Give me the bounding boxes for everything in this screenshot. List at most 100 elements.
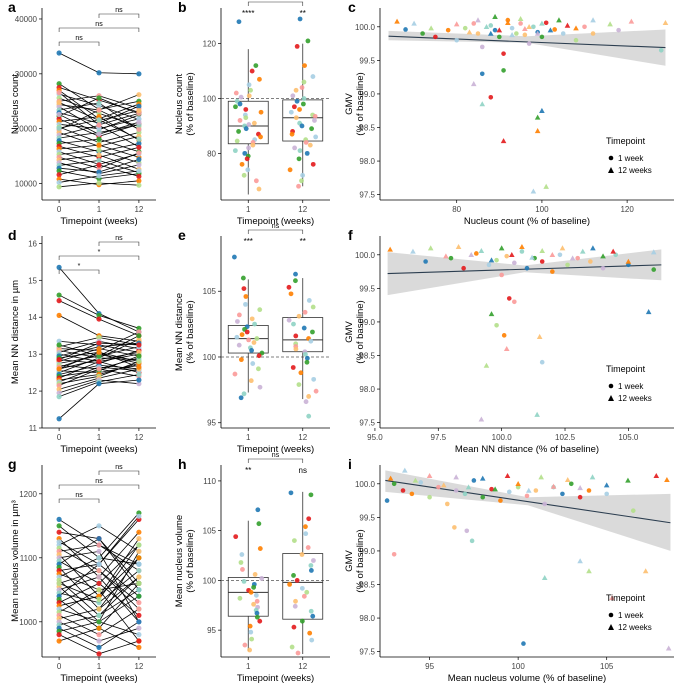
data-point [257,546,263,551]
x-tick-label: 1 [97,662,102,671]
week1-point [448,255,454,261]
data-point [252,572,258,577]
week12-point [427,245,434,251]
x-tick-label: 12 [298,433,307,442]
y-tick-label: 40000 [15,15,38,24]
x-tick-label: 105.0 [618,433,639,442]
panel-letter: b [178,0,187,15]
data-point [257,384,263,390]
panel-letter: i [348,456,352,472]
subject-line [58,267,140,333]
data-point [291,573,296,578]
data-point [299,123,305,129]
data-point [96,555,102,561]
week12-point [536,333,543,339]
week1-point [445,501,450,507]
data-point [56,338,62,344]
data-point [250,142,256,148]
week1-point [494,257,499,263]
x-tick-label: 105 [600,662,614,671]
week12-point [577,558,583,564]
significance-label: ** [300,9,306,18]
data-point [241,391,247,397]
y-tick-label: 98.5 [359,351,375,360]
data-point [238,560,244,565]
data-point [241,286,247,292]
data-point [308,492,314,498]
legend-item: 1 week [618,154,644,163]
data-point [96,152,102,158]
data-point [136,606,142,612]
data-point [136,632,142,638]
week1-point [560,31,566,36]
week12-point [387,475,394,481]
data-point [297,16,303,22]
data-point [96,381,102,387]
y-axis-label: (% of baseline) [185,72,196,135]
data-point [293,346,299,352]
data-point [136,173,142,180]
x-tick-label: 80 [452,205,461,214]
week1-point [514,31,519,36]
subject-line [58,621,140,642]
legend-title: Timepoint [606,593,646,603]
data-point [240,567,245,572]
data-point [96,644,102,650]
data-point [251,340,257,345]
week12-point [538,474,544,480]
y-tick-label: 105 [203,527,217,536]
week1-point [565,262,570,268]
data-point [56,50,62,56]
week12-point [492,486,498,492]
week1-point [471,21,477,26]
legend-triangle-icon [608,395,614,401]
week1-point [492,27,498,33]
data-point [232,148,238,154]
data-point [302,63,307,68]
bracket-label: ns [95,21,103,28]
week1-point [604,491,609,497]
data-point [241,172,247,178]
week12-point [453,21,460,27]
y-tick-label: 80 [207,149,216,158]
data-point [56,580,62,586]
y-tick-label: 98.5 [359,580,375,589]
week12-point [610,248,616,254]
x-axis-label: Timepoint (weeks) [237,216,314,227]
y-tick-label: 1000 [19,618,37,627]
x-tick-label: 100.0 [492,433,513,442]
x-tick-label: 12 [298,662,307,671]
data-point [56,638,62,644]
week12-point [522,26,528,32]
x-tick-label: 0 [57,662,62,671]
data-point [96,157,102,164]
data-point [304,589,310,595]
bracket-label: ns [95,478,103,485]
week12-point [564,22,571,28]
week12-point [410,248,416,254]
week1-point [488,94,494,100]
week1-point [462,25,468,31]
x-axis-label: Timepoint (weeks) [237,444,314,455]
x-tick-label: 1 [97,205,102,214]
significance-bracket [58,498,100,503]
week1-point [531,24,536,30]
data-point [136,358,142,365]
week1-point [582,24,587,30]
panel-letter: d [8,227,17,243]
week12-point [590,17,596,23]
data-point [136,342,142,348]
week12-point [534,30,541,36]
y-tick-label: 97.5 [359,648,375,657]
week1-point [454,37,459,43]
week1-point [471,478,477,483]
data-point [56,312,62,318]
data-point [288,490,294,496]
data-point [303,351,308,357]
week1-point [550,269,555,274]
data-point [96,596,102,602]
data-point [96,638,102,644]
week1-point [658,47,664,53]
week1-point [512,260,517,266]
data-point [248,629,254,635]
